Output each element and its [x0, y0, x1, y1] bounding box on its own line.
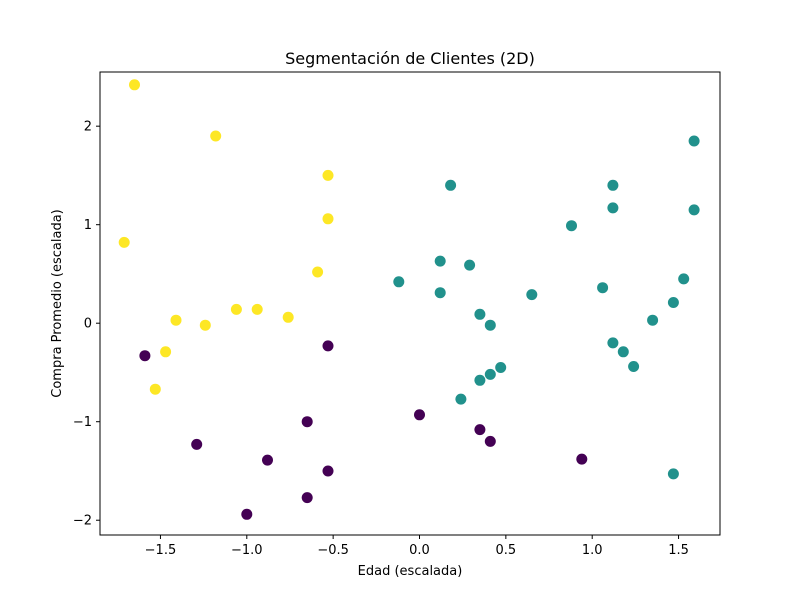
x-tick-label: 1.5	[668, 543, 689, 558]
data-point-cluster2-20	[495, 362, 507, 373]
data-point-cluster2-9	[678, 273, 690, 285]
data-point-cluster2-3	[607, 202, 619, 214]
data-point-cluster2-4	[688, 204, 700, 216]
data-point-cluster1-9	[322, 465, 334, 477]
data-point-cluster2-1	[445, 179, 457, 191]
data-point-cluster1-4	[474, 424, 486, 436]
plot-frame	[99, 71, 721, 536]
data-point-cluster2-21	[484, 368, 496, 380]
x-tick-label: −1.5	[145, 543, 177, 558]
data-point-cluster2-13	[667, 297, 679, 308]
x-tick-label: 1.0	[582, 543, 603, 558]
x-axis-label: Edad (escalada)	[358, 564, 463, 579]
data-point-cluster2-5	[566, 220, 577, 232]
data-point-cluster0-11	[160, 346, 172, 358]
data-point-cluster1-10	[301, 492, 313, 504]
data-point-cluster2-19	[628, 361, 640, 372]
x-tick-label: −0.5	[317, 543, 349, 558]
data-point-cluster2-7	[464, 259, 476, 271]
data-point-cluster2-24	[667, 468, 679, 480]
data-point-cluster0-12	[149, 383, 161, 395]
x-tick-label: 0.0	[409, 543, 430, 558]
data-point-cluster1-1	[322, 340, 334, 352]
data-point-cluster2-17	[607, 337, 619, 349]
data-point-cluster1-6	[191, 438, 203, 450]
y-axis: −2 −1 0 1 2	[73, 120, 100, 529]
data-point-cluster0-8	[282, 311, 294, 323]
data-point-cluster0-0	[129, 79, 140, 91]
data-point-cluster2-22	[474, 374, 486, 386]
data-point-cluster2-16	[484, 319, 496, 331]
data-point-cluster2-6	[434, 255, 446, 267]
points-layer	[118, 79, 700, 520]
data-point-cluster0-1	[210, 130, 222, 142]
y-tick-label: 2	[84, 120, 92, 135]
data-point-cluster1-7	[262, 454, 273, 466]
data-point-cluster2-12	[526, 289, 538, 301]
data-point-cluster1-0	[139, 350, 151, 362]
data-point-cluster0-10	[199, 319, 211, 331]
data-point-cluster2-11	[434, 287, 446, 299]
data-point-cluster1-3	[301, 416, 313, 428]
x-tick-label: 0.5	[496, 543, 517, 558]
data-point-cluster2-10	[597, 282, 609, 294]
data-point-cluster2-2	[607, 179, 619, 191]
x-axis: −1.5 −1.0 −0.5 0.0 0.5 1.0 1.5	[145, 535, 689, 558]
data-point-cluster0-7	[251, 303, 263, 315]
data-point-cluster0-4	[118, 236, 130, 248]
plot-area	[100, 72, 720, 535]
chart-title: Segmentación de Clientes (2D)	[285, 49, 535, 68]
y-tick-label: 0	[84, 317, 92, 332]
data-point-cluster0-3	[322, 213, 334, 225]
data-point-cluster2-0	[688, 135, 700, 147]
data-point-cluster2-15	[647, 314, 659, 326]
data-point-cluster0-2	[322, 169, 334, 181]
data-point-cluster2-18	[617, 346, 629, 358]
data-point-cluster2-14	[474, 308, 486, 320]
data-point-cluster0-5	[312, 266, 324, 278]
y-tick-label: −1	[73, 415, 92, 430]
y-axis-label: Compra Promedio (escalada)	[50, 209, 65, 397]
data-point-cluster2-8	[393, 276, 405, 288]
data-point-cluster2-23	[455, 393, 467, 405]
data-point-cluster1-11	[241, 508, 253, 520]
data-point-cluster1-5	[484, 435, 496, 447]
y-tick-label: −2	[73, 514, 92, 529]
data-point-cluster0-9	[170, 314, 182, 326]
data-point-cluster1-2	[414, 409, 425, 421]
x-tick-label: −1.0	[231, 543, 263, 558]
data-point-cluster0-6	[230, 303, 242, 315]
data-point-cluster1-8	[576, 453, 588, 465]
y-tick-label: 1	[84, 218, 92, 233]
